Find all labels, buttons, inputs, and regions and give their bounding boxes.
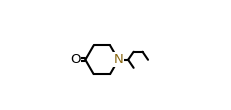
Text: O: O [70, 53, 80, 66]
Text: N: N [113, 53, 123, 66]
